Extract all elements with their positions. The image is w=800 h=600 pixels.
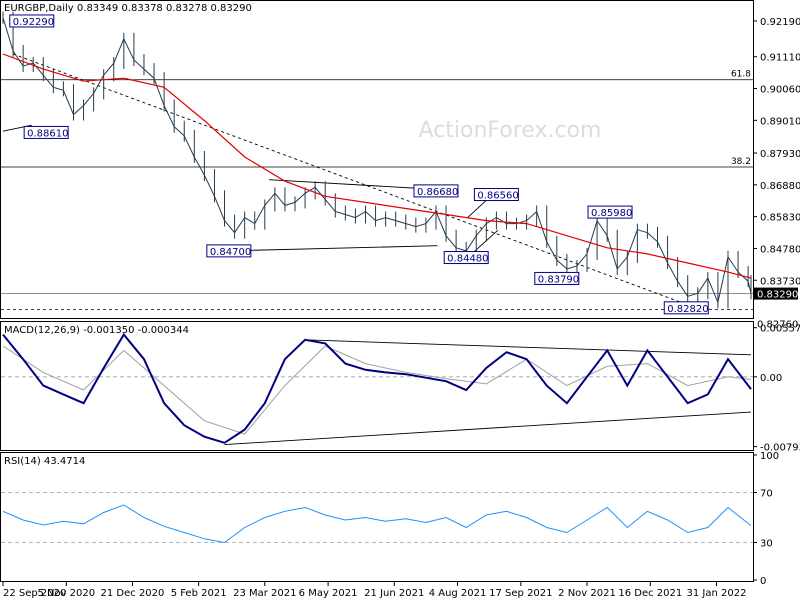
macd-trendlines [224,339,752,446]
rsi-axis: 100 70 30 0 [753,451,779,587]
fib-level-label: 61.8 [731,70,751,80]
price-callout-box [413,184,459,198]
time-tick-label: 5 Feb 2021 [171,588,227,599]
macd-axis: 0.005579 0.00 -0.007931 [753,324,800,454]
rsi-grid [1,492,753,543]
macd-series [2,332,752,444]
price-line [2,17,752,305]
time-tick-label: 2 Nov 2021 [558,588,616,599]
moving-average-line [2,53,752,279]
price-callout-box [534,271,580,285]
price-callout-box [206,244,252,258]
time-tick-label: 21 Dec 2020 [101,588,165,599]
time-tick-label: 5 Nov 2020 [37,588,95,599]
price-annotations: 0.92290 0.88610 0.84700 0.86680 0.84480 0.865… [9,14,709,315]
price-axis-tick-label: 0.90060 [760,85,800,96]
time-tick-label: 17 Sep 2021 [489,588,552,599]
time-tick-label: 22 Sep 2020 [3,588,66,599]
time-tick-label: 4 Aug 2021 [429,588,487,599]
price-axis-tick-label: 0.89010 [760,116,800,127]
rsi-panel [0,452,754,582]
price-callout-box [473,188,519,202]
time-tick-label: 31 Jan 2022 [687,588,747,599]
price-axis-tick-label: 0.86880 [760,181,800,192]
price-callout-box [9,14,55,28]
price-callout: 0.84480 [447,254,488,265]
price-callout-box [587,205,633,219]
rsi-axis-tick-label: 70 [760,489,773,500]
macd-axis-tick-label: -0.007931 [760,443,800,454]
price-callout: 0.86680 [417,187,458,198]
price-callout: 0.85980 [591,208,632,219]
time-tick-label: 6 May 2021 [299,588,358,599]
price-panel [0,0,754,319]
low-marker-tag: 0.82760 [757,320,798,331]
price-axis-tick-label: 0.91110 [760,53,800,64]
trendline-macd-upper [305,339,752,356]
current-price-tag-box [754,287,798,300]
fib-level-label: 38.2 [731,157,751,167]
low-marker-tag-box [754,317,798,330]
rsi-series [2,504,752,544]
price-callout-box [23,125,69,139]
price-callout: 0.84700 [210,247,251,258]
price-panel-title: EURGBP,Daily 0.83349 0.83378 0.83278 0.8… [4,3,252,14]
price-callout-box [443,251,489,265]
macd-panel-title: MACD(12,26,9) -0.001350 -0.000344 [4,325,189,336]
time-tick-label: 21 Jun 2021 [364,588,424,599]
trendline-lower-wedge [228,245,438,252]
macd-axis-tick-label: 0.00 [760,373,782,384]
price-axis-tick-label: 0.84780 [760,244,800,255]
price-grid: 61.8 38.2 [1,70,753,311]
price-callout: 0.82820 [667,304,708,315]
price-axis: 0.92190 0.91110 0.90060 0.89010 0.87930 0.868… [753,17,800,331]
macd-line [2,332,752,444]
price-axis-tick-label: 0.87930 [760,149,800,160]
rsi-axis-tick-label: 30 [760,539,773,550]
trendline-macd-lower [224,411,752,446]
price-callout: 0.88610 [27,128,68,139]
trendline-upper-wedge [269,179,437,190]
price-callout: 0.92290 [13,17,54,28]
rsi-panel-title: RSI(14) 43.4714 [4,456,85,467]
price-series [2,11,752,309]
rsi-axis-tick-label: 0 [760,576,766,587]
macd-panel [0,321,754,451]
price-axis-tick-label: 0.83730 [760,276,800,287]
time-tick-label: 16 Dec 2021 [618,588,682,599]
watermark: ActionForex.com [419,118,602,143]
current-price-tag: 0.83290 [757,290,798,301]
rsi-axis-tick-label: 100 [760,451,779,462]
macd-axis-tick-label: 0.005579 [760,324,800,335]
price-axis-tick-label: 0.92190 [760,17,800,28]
price-callout-box [663,301,709,315]
price-callout: 0.86560 [477,191,518,202]
rsi-line [2,504,752,544]
time-tick-label: 23 Mar 2021 [233,588,296,599]
price-callout: 0.83790 [538,274,579,285]
price-axis-tick-label: 0.85830 [760,213,800,224]
